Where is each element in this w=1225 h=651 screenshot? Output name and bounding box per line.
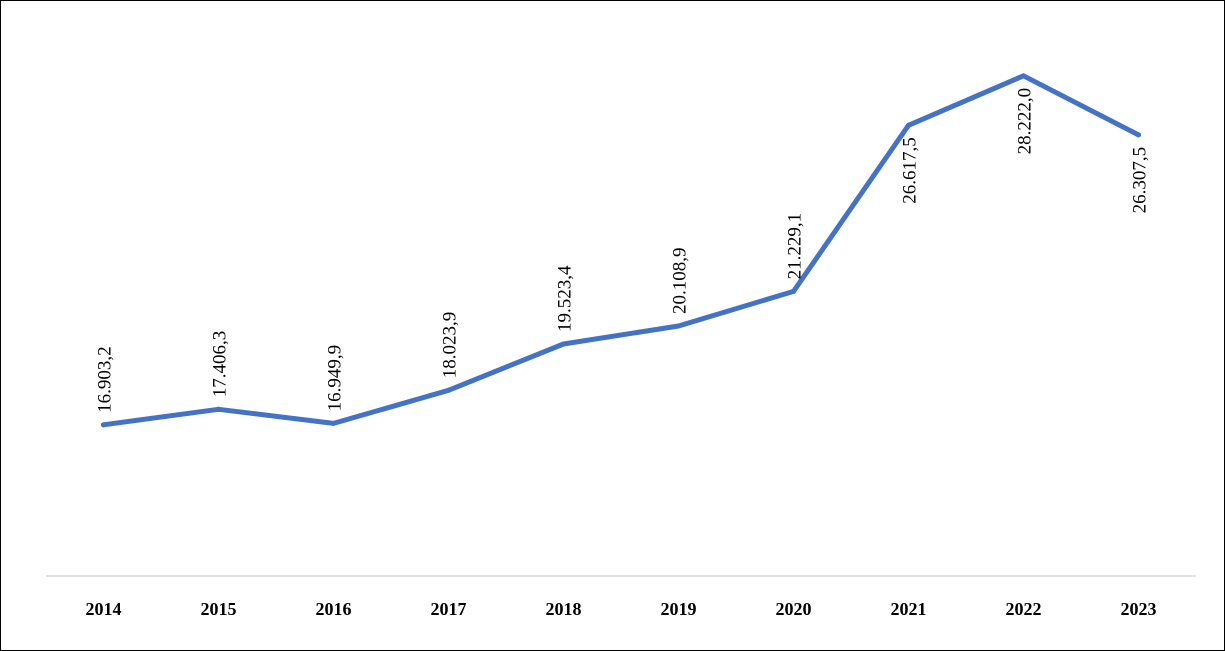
series-point-2014 — [101, 422, 106, 428]
series-point-2021 — [906, 122, 911, 128]
series-points — [101, 73, 1141, 428]
series-point-2017 — [446, 387, 451, 393]
x-axis-tick-labels: 2014 2015 2016 2017 2018 2019 2020 2021 2022 2023 — [86, 599, 1157, 619]
x-tick-label-2016: 2016 — [316, 599, 352, 619]
data-label-2015: 17.406,3 — [210, 331, 231, 398]
data-label-2016: 16.949,9 — [325, 345, 346, 412]
data-label-2014: 16.903,2 — [95, 346, 116, 413]
x-tick-label-2017: 2017 — [431, 599, 467, 619]
x-tick-label-2014: 2014 — [86, 599, 122, 619]
x-tick-label-2015: 2015 — [201, 599, 237, 619]
series-point-2018 — [561, 341, 566, 347]
x-tick-label-2018: 2018 — [546, 599, 582, 619]
x-tick-label-2022: 2022 — [1006, 599, 1042, 619]
data-label-2020: 21.229,1 — [785, 213, 806, 280]
data-label-2021: 26.617,5 — [900, 137, 921, 204]
series-point-2016 — [331, 420, 336, 426]
series-point-2020 — [791, 288, 796, 294]
x-tick-label-2021: 2021 — [891, 599, 927, 619]
series-point-2019 — [676, 323, 681, 329]
data-label-2022: 28.222,0 — [1015, 88, 1036, 154]
x-tick-label-2023: 2023 — [1121, 599, 1157, 619]
x-tick-label-2020: 2020 — [776, 599, 812, 619]
data-label-2019: 20.108,9 — [670, 247, 691, 314]
series-point-2022 — [1021, 73, 1026, 79]
data-label-2018: 19.523,4 — [555, 265, 576, 332]
data-labels: 16.903,2 17.406,3 16.949,9 18.023,9 19.523,4… — [95, 88, 1151, 413]
data-label-2023: 26.307,5 — [1130, 147, 1151, 214]
series-line — [101, 73, 1141, 428]
series-point-2023 — [1136, 132, 1141, 138]
x-tick-label-2019: 2019 — [661, 599, 697, 619]
data-label-2017: 18.023,9 — [440, 312, 461, 379]
series-point-2015 — [216, 406, 221, 412]
